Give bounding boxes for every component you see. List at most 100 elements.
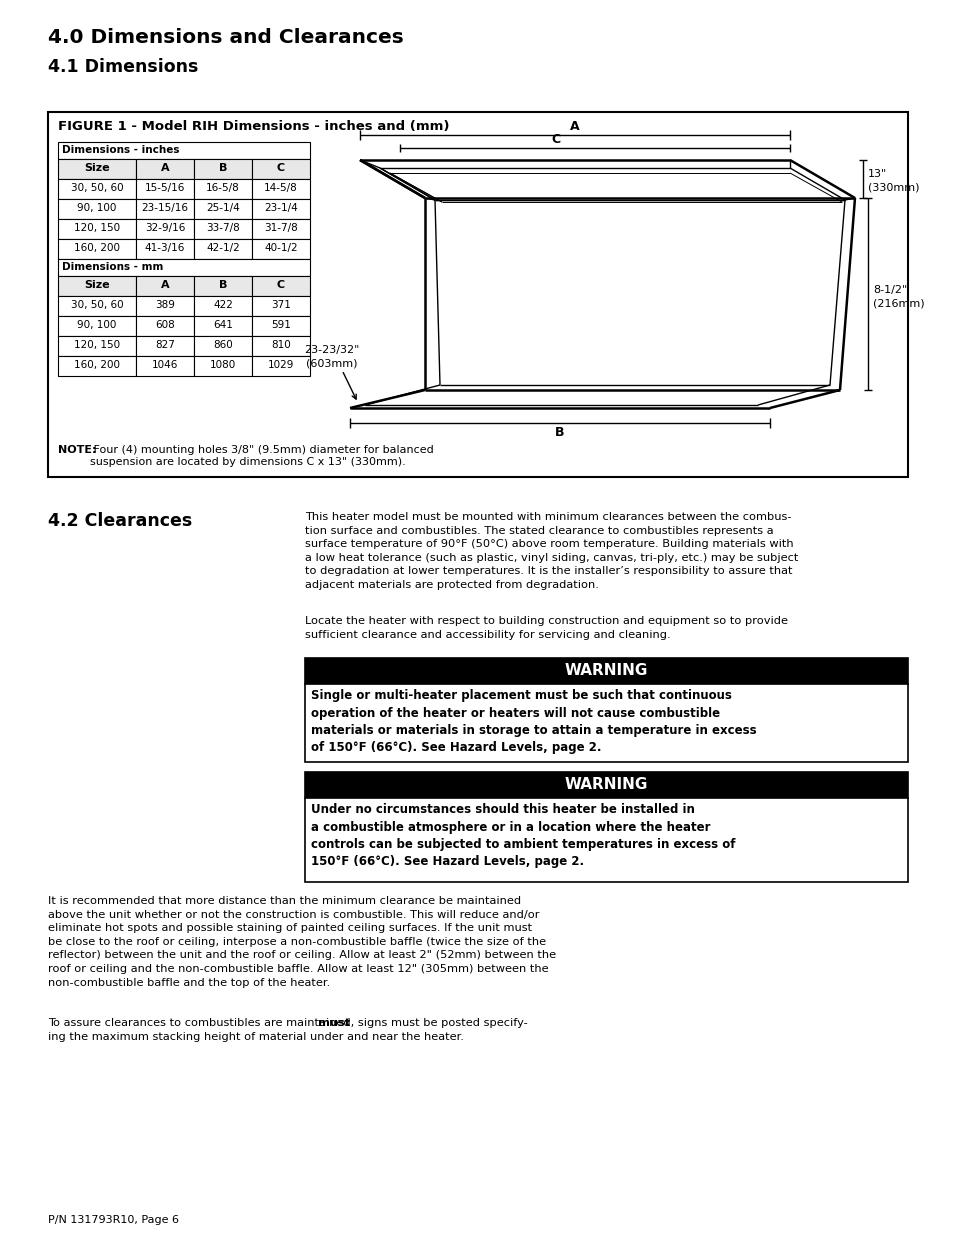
Bar xyxy=(193,275,252,296)
Text: (216mm): (216mm) xyxy=(872,298,923,308)
Text: 608: 608 xyxy=(155,320,174,330)
Text: FIGURE 1 - Model RIH Dimensions - inches and (mm): FIGURE 1 - Model RIH Dimensions - inches… xyxy=(58,120,449,133)
Text: This heater model must be mounted with minimum clearances between the combus-
ti: This heater model must be mounted with m… xyxy=(305,513,798,590)
Bar xyxy=(136,356,193,375)
Bar xyxy=(58,296,136,316)
Bar xyxy=(136,199,193,219)
Text: 4.2 Clearances: 4.2 Clearances xyxy=(48,513,193,530)
Bar xyxy=(252,296,310,316)
Text: 16-5/8: 16-5/8 xyxy=(206,183,239,193)
Text: 8-1/2": 8-1/2" xyxy=(872,285,906,295)
Bar xyxy=(193,179,252,199)
Bar xyxy=(136,316,193,336)
Text: 120, 150: 120, 150 xyxy=(74,340,120,350)
Text: 120, 150: 120, 150 xyxy=(74,224,120,233)
Text: 1080: 1080 xyxy=(210,359,236,370)
Bar xyxy=(136,240,193,259)
Text: It is recommended that more distance than the minimum clearance be maintained
ab: It is recommended that more distance tha… xyxy=(48,897,556,988)
Text: 40-1/2: 40-1/2 xyxy=(264,243,297,253)
Text: 42-1/2: 42-1/2 xyxy=(206,243,239,253)
Text: Four (4) mounting holes 3/8" (9.5mm) diameter for balanced
suspension are locate: Four (4) mounting holes 3/8" (9.5mm) dia… xyxy=(90,445,434,467)
Text: 31-7/8: 31-7/8 xyxy=(264,224,297,233)
Text: To assure clearances to combustibles are maintained, signs must be posted specif: To assure clearances to combustibles are… xyxy=(48,1018,527,1041)
Text: C: C xyxy=(551,133,560,146)
Text: 14-5/8: 14-5/8 xyxy=(264,183,297,193)
Bar xyxy=(58,275,136,296)
Text: 90, 100: 90, 100 xyxy=(77,203,116,212)
Bar xyxy=(58,179,136,199)
Bar xyxy=(193,240,252,259)
Text: 389: 389 xyxy=(155,300,174,310)
Bar xyxy=(136,219,193,240)
Bar xyxy=(193,219,252,240)
Bar xyxy=(58,356,136,375)
Bar xyxy=(58,142,310,159)
Bar xyxy=(136,336,193,356)
Bar xyxy=(193,316,252,336)
Bar xyxy=(193,159,252,179)
Bar xyxy=(136,159,193,179)
Text: 4.0 Dimensions and Clearances: 4.0 Dimensions and Clearances xyxy=(48,28,403,47)
Text: 33-7/8: 33-7/8 xyxy=(206,224,239,233)
Text: 90, 100: 90, 100 xyxy=(77,320,116,330)
Bar xyxy=(193,296,252,316)
Text: Size: Size xyxy=(84,163,110,173)
Bar xyxy=(252,159,310,179)
Bar xyxy=(136,179,193,199)
Text: Size: Size xyxy=(84,280,110,290)
Text: Locate the heater with respect to building construction and equipment so to prov: Locate the heater with respect to buildi… xyxy=(305,616,787,640)
Text: B: B xyxy=(555,426,564,438)
Text: Single or multi-heater placement must be such that continuous
operation of the h: Single or multi-heater placement must be… xyxy=(311,689,756,755)
Text: C: C xyxy=(276,163,285,173)
Text: 827: 827 xyxy=(155,340,174,350)
Bar xyxy=(136,296,193,316)
Text: NOTE:: NOTE: xyxy=(58,445,96,454)
Text: 23-1/4: 23-1/4 xyxy=(264,203,297,212)
Text: Under no circumstances should this heater be installed in
a combustible atmosphe: Under no circumstances should this heate… xyxy=(311,803,735,868)
Bar xyxy=(252,240,310,259)
Bar xyxy=(136,275,193,296)
Text: 23-23/32": 23-23/32" xyxy=(304,345,359,354)
Bar xyxy=(252,219,310,240)
Bar xyxy=(252,179,310,199)
Bar xyxy=(58,336,136,356)
Text: WARNING: WARNING xyxy=(564,777,647,792)
Text: A: A xyxy=(160,280,169,290)
Bar xyxy=(58,259,310,275)
Bar xyxy=(193,356,252,375)
Text: 591: 591 xyxy=(271,320,291,330)
Bar xyxy=(252,199,310,219)
Text: 860: 860 xyxy=(213,340,233,350)
Bar xyxy=(252,275,310,296)
Text: must: must xyxy=(318,1018,350,1028)
Bar xyxy=(58,219,136,240)
Text: 810: 810 xyxy=(271,340,291,350)
Text: 422: 422 xyxy=(213,300,233,310)
Text: 1046: 1046 xyxy=(152,359,178,370)
Bar xyxy=(305,684,907,762)
Text: P/N 131793R10, Page 6: P/N 131793R10, Page 6 xyxy=(48,1215,179,1225)
Text: 1029: 1029 xyxy=(268,359,294,370)
Text: (603mm): (603mm) xyxy=(306,358,357,368)
Text: B: B xyxy=(218,163,227,173)
Text: A: A xyxy=(570,120,579,133)
Bar xyxy=(252,356,310,375)
Bar xyxy=(305,798,907,882)
Text: 13": 13" xyxy=(867,169,886,179)
Bar xyxy=(305,772,907,798)
Bar xyxy=(305,658,907,684)
Text: Dimensions - inches: Dimensions - inches xyxy=(62,144,179,156)
Text: 641: 641 xyxy=(213,320,233,330)
Text: C: C xyxy=(276,280,285,290)
Text: WARNING: WARNING xyxy=(564,663,647,678)
Text: 25-1/4: 25-1/4 xyxy=(206,203,239,212)
Text: A: A xyxy=(160,163,169,173)
Text: 160, 200: 160, 200 xyxy=(74,243,120,253)
Bar xyxy=(58,240,136,259)
Bar xyxy=(252,316,310,336)
Text: 23-15/16: 23-15/16 xyxy=(141,203,189,212)
Bar xyxy=(58,159,136,179)
Text: (330mm): (330mm) xyxy=(867,182,919,191)
Text: B: B xyxy=(218,280,227,290)
Text: 160, 200: 160, 200 xyxy=(74,359,120,370)
